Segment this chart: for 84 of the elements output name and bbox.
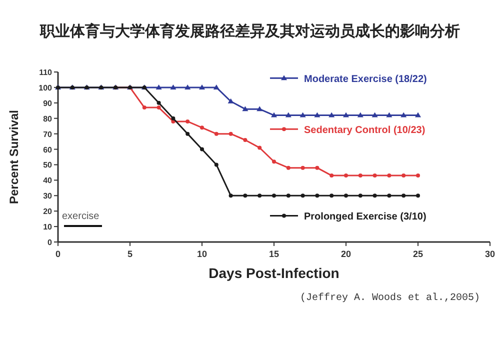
point bbox=[228, 194, 233, 198]
point bbox=[272, 160, 276, 164]
x-tick-label: 25 bbox=[412, 249, 424, 259]
point bbox=[156, 84, 162, 90]
point bbox=[344, 174, 348, 178]
point bbox=[200, 147, 204, 152]
point bbox=[186, 119, 190, 124]
point bbox=[256, 106, 263, 112]
point bbox=[358, 174, 362, 178]
point bbox=[242, 106, 248, 112]
y-tick-label: 80 bbox=[43, 114, 53, 124]
y-axis-title: Percent Survival bbox=[7, 110, 21, 204]
x-tick-label: 15 bbox=[268, 249, 280, 259]
point bbox=[243, 138, 248, 142]
point bbox=[156, 106, 161, 110]
point bbox=[387, 174, 392, 178]
point bbox=[343, 112, 349, 118]
point bbox=[402, 174, 406, 178]
point bbox=[300, 194, 305, 198]
point bbox=[315, 166, 320, 170]
point bbox=[142, 106, 146, 110]
point bbox=[300, 112, 306, 118]
point bbox=[372, 112, 378, 118]
x-tick-label: 10 bbox=[196, 249, 208, 259]
y-tick-label: 100 bbox=[38, 83, 53, 92]
point bbox=[213, 84, 220, 90]
point bbox=[314, 112, 320, 118]
x-tick-label: 20 bbox=[340, 249, 352, 259]
point bbox=[386, 112, 392, 118]
chart-title: 职业体育与大学体育发展路径差异及其对运动员成长的影响分析 bbox=[39, 22, 460, 40]
point bbox=[402, 194, 406, 198]
y-tick-label: 90 bbox=[43, 98, 53, 108]
legend-label: Moderate Exercise (18/22) bbox=[304, 74, 427, 86]
x-tick-label: 30 bbox=[484, 249, 496, 259]
point bbox=[416, 194, 420, 198]
point bbox=[328, 112, 335, 118]
x-axis-title: Days Post-Infection bbox=[208, 265, 340, 281]
y-tick-label: 70 bbox=[43, 130, 53, 139]
point bbox=[400, 112, 407, 118]
y-tick-label: 20 bbox=[43, 207, 53, 216]
legend-label: Prolonged Exercise (3/10) bbox=[304, 212, 426, 223]
point bbox=[286, 166, 290, 170]
point bbox=[285, 112, 292, 118]
y-tick-label: 30 bbox=[43, 192, 53, 201]
point bbox=[228, 98, 234, 104]
legend-label: Sedentary Control (10/23) bbox=[304, 125, 426, 136]
point bbox=[258, 194, 262, 198]
y-tick-label: 60 bbox=[43, 145, 53, 154]
point bbox=[228, 132, 233, 136]
x-tick-label: 5 bbox=[127, 249, 133, 259]
x-tick-label: 0 bbox=[55, 249, 61, 259]
point bbox=[186, 132, 190, 136]
point bbox=[258, 146, 262, 150]
point bbox=[300, 166, 305, 170]
point bbox=[358, 194, 362, 198]
point bbox=[286, 194, 290, 198]
point bbox=[416, 174, 420, 178]
y-tick-label: 0 bbox=[48, 238, 53, 247]
point bbox=[199, 84, 205, 90]
point bbox=[415, 112, 421, 118]
point bbox=[372, 174, 377, 178]
y-tick-label: 110 bbox=[39, 68, 53, 77]
point bbox=[344, 194, 348, 198]
point bbox=[243, 194, 248, 198]
point bbox=[330, 194, 334, 198]
point bbox=[214, 132, 218, 136]
point bbox=[171, 116, 176, 120]
point bbox=[330, 174, 334, 178]
point bbox=[271, 112, 277, 118]
y-tick-label: 50 bbox=[43, 160, 53, 170]
y-tick-label: 40 bbox=[43, 176, 53, 186]
point bbox=[357, 112, 364, 118]
point bbox=[387, 194, 392, 198]
point bbox=[272, 194, 276, 198]
y-tick-label: 10 bbox=[43, 222, 53, 232]
point bbox=[315, 194, 320, 198]
text: (Jeffrey A. Woods et al.,2005) bbox=[300, 292, 480, 304]
point bbox=[170, 84, 176, 90]
point bbox=[156, 100, 161, 105]
point bbox=[184, 84, 191, 90]
point bbox=[372, 194, 377, 198]
point bbox=[214, 162, 218, 167]
annotation: exercise bbox=[62, 211, 100, 222]
point bbox=[200, 126, 204, 130]
